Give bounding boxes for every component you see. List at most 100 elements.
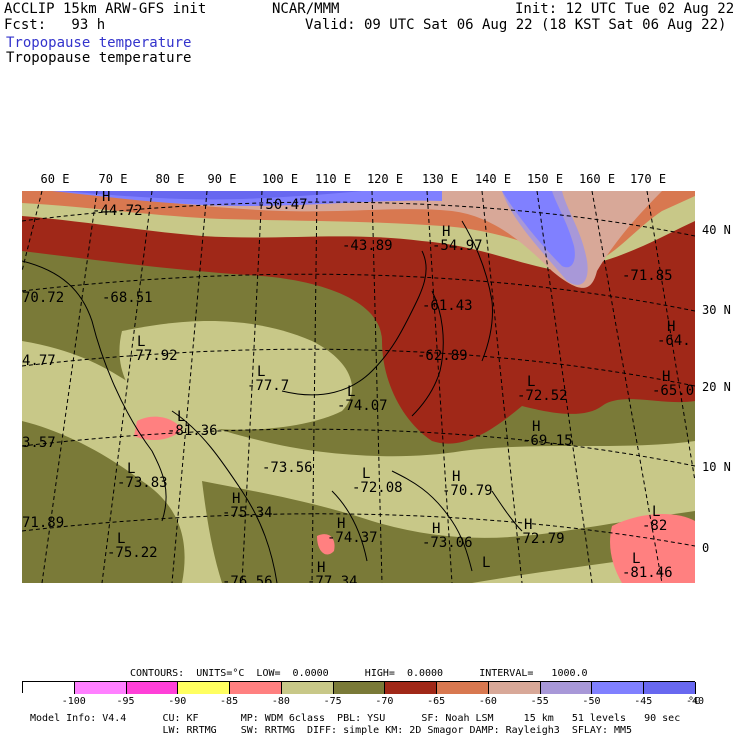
model-title: ACCLIP 15km ARW-GFS init (4, 1, 207, 17)
extremum-letter: L (652, 504, 660, 520)
legend-swatch (437, 682, 489, 694)
extremum-value: -61.43 (422, 298, 473, 314)
legend-swatch (644, 682, 696, 694)
legend-swatch (488, 682, 541, 694)
lon-label: 150 E (526, 172, 564, 186)
extremum-value: -74.37 (327, 530, 378, 546)
init-time: Init: 12 UTC Tue 02 Aug 22 (515, 1, 735, 17)
center-name: NCAR/MMM (272, 1, 340, 17)
extremum-letter: L (527, 374, 535, 390)
extremum-letter: L (632, 551, 640, 567)
lon-label: 80 E (155, 172, 185, 186)
lon-label: 110 E (314, 172, 352, 186)
legend-swatch (230, 682, 282, 694)
extremum-letter: H (232, 491, 240, 507)
field-fill-minus70-west (22, 421, 185, 583)
lat-label: 10 N (702, 460, 731, 474)
lon-label: 170 E (629, 172, 667, 186)
legend-swatch (126, 682, 179, 694)
cold-spot-india (134, 416, 182, 441)
field-title: Tropopause temperature (6, 50, 192, 66)
field-fill-minus45 (52, 191, 575, 268)
extremum-letter: H (317, 560, 325, 576)
lon-label: 60 E (40, 172, 70, 186)
field-fill-minus75-center (119, 321, 352, 430)
legend-label: -100 (61, 696, 86, 707)
model-info-line1: Model Info: V4.4 CU: KF MP: WDM 6class P… (30, 713, 681, 724)
legend-label: -60 (478, 696, 497, 707)
legend-label: -40 (685, 696, 705, 707)
legend-swatch (333, 682, 386, 694)
lon-label: 140 E (474, 172, 512, 186)
extremum-letter: L (177, 409, 185, 425)
contours-info: CONTOURS: UNITS=°C LOW= 0.0000 HIGH= 0.0… (130, 668, 588, 679)
legend-label: -95 (116, 696, 135, 707)
legend-unit: °C (688, 696, 701, 707)
valid-time: Valid: 09 UTC Sat 06 Aug 22 (18 KST Sat … (305, 17, 727, 33)
lat-label: 40 N (702, 223, 731, 237)
extremum-letter: L (117, 531, 125, 547)
field-fill-minus65 (22, 216, 695, 444)
cold-spot-southeast (610, 514, 695, 583)
extremum-letter: L (127, 461, 135, 477)
extremum-value: -69.15 (522, 433, 573, 449)
extremum-value: -72.08 (352, 480, 403, 496)
legend-swatch (23, 682, 75, 694)
extremum-value: -77.7 (247, 378, 289, 394)
extremum-letter: H (524, 517, 532, 533)
extremum-value: -77.34 (307, 574, 358, 583)
lon-label: 90 E (207, 172, 237, 186)
extremum-letter: L (137, 334, 145, 350)
extremum-value: -71.85 (622, 268, 673, 284)
extremum-letter: H (532, 419, 540, 435)
extremum-value: -76.56 (222, 574, 273, 583)
coastlines (22, 220, 523, 583)
legend-label: -70 (375, 696, 394, 707)
extremum-value: -62.89 (417, 348, 468, 364)
extremum-value: -70.79 (442, 483, 493, 499)
extremum-value: 3.57 (22, 435, 56, 451)
legend-swatch (385, 682, 438, 694)
extremum-value: -72.79 (514, 531, 565, 547)
lon-label: 70 E (98, 172, 128, 186)
legend-label: -50 (582, 696, 601, 707)
extremum-letter: L (482, 555, 490, 571)
legend-label: -65 (427, 696, 446, 707)
extremum-letter: H (442, 224, 450, 240)
extremum-value: -68.51 (102, 290, 153, 306)
legend-label: -85 (220, 696, 239, 707)
color-legend-bar (22, 681, 696, 694)
extremum-value: -81.36 (167, 423, 218, 439)
extremum-value: 71.89 (22, 515, 64, 531)
extremum-value: -43.89 (342, 238, 393, 254)
extremum-value: -73.06 (422, 535, 473, 551)
extremum-value: -75.22 (107, 545, 158, 561)
extremum-letter: H (662, 369, 670, 385)
legend-swatch (540, 682, 593, 694)
extremum-value: -77.92 (127, 348, 178, 364)
legend-swatch (74, 682, 127, 694)
extremum-value: -75.34 (222, 505, 273, 521)
extremum-value: -44.72 (92, 203, 143, 219)
legend-label: -55 (530, 696, 549, 707)
extremum-value: 70.72 (22, 290, 64, 306)
lon-label: 130 E (421, 172, 459, 186)
field-title-colored: Tropopause temperature (6, 35, 192, 51)
extremum-value: -65.0 (652, 383, 694, 399)
extremum-letter: L (362, 466, 370, 482)
tropopause-temperature-map: H -44.72 -50.47 -43.89 H -54.97 -71.85 70.72 -68… (22, 191, 695, 583)
lat-label: 20 N (702, 380, 731, 394)
field-fill-minus40 (62, 191, 362, 200)
lon-label: 100 E (261, 172, 299, 186)
extremum-letter: H (452, 469, 460, 485)
legend-label: -90 (168, 696, 187, 707)
lat-label: 0 (702, 541, 710, 555)
extremum-value: -73.56 (262, 460, 313, 476)
forecast-hour: Fcst: 93 h (4, 17, 106, 33)
extremum-letter: H (667, 319, 675, 335)
lat-label: 30 N (702, 303, 731, 317)
extremum-letter: L (347, 384, 355, 400)
legend-label: -75 (323, 696, 342, 707)
